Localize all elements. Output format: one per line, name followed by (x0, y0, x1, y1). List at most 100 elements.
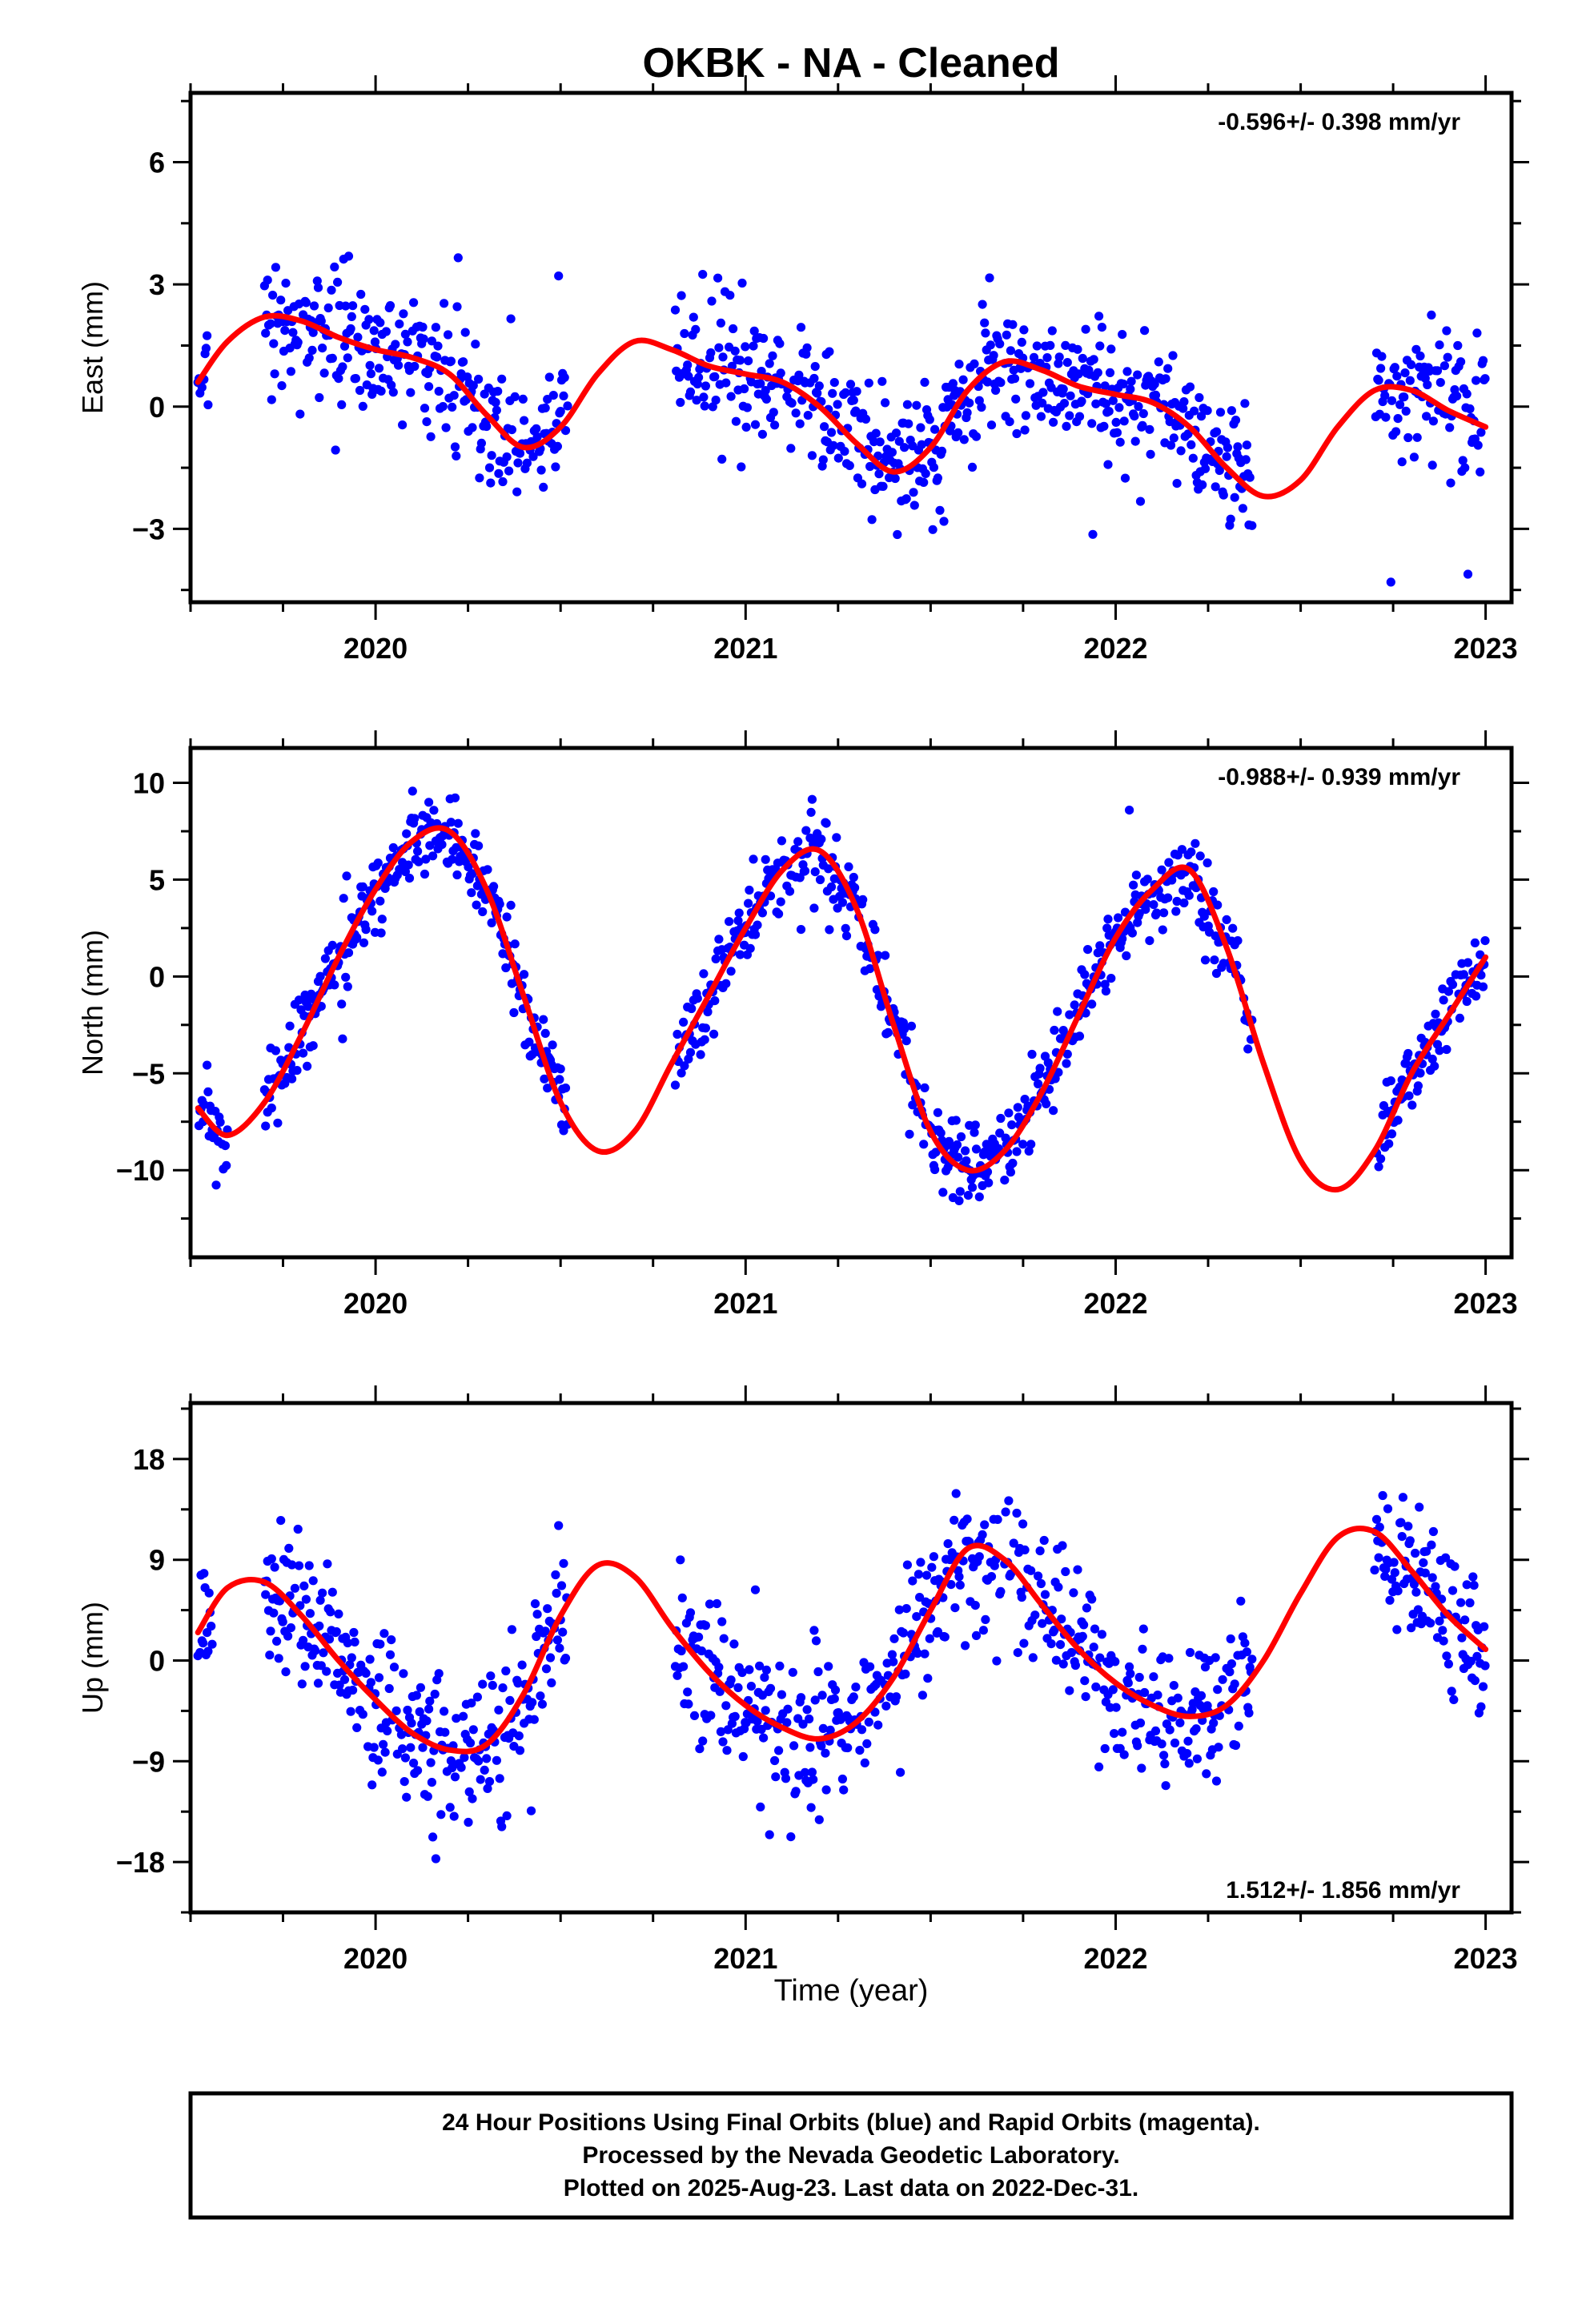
east-x-tick-label: 2020 (343, 632, 408, 665)
data-point (436, 1810, 446, 1819)
data-point (829, 440, 838, 450)
data-point (1468, 1572, 1478, 1582)
data-point (1202, 1769, 1211, 1779)
data-point (544, 372, 554, 382)
data-point (319, 1648, 328, 1658)
data-point (1476, 1702, 1486, 1711)
data-point (761, 386, 770, 396)
data-point (331, 1626, 341, 1637)
data-point (733, 1683, 743, 1692)
data-point (1374, 1162, 1383, 1172)
data-point (301, 298, 311, 308)
data-point (560, 426, 571, 436)
data-point (1389, 1558, 1399, 1567)
data-point (377, 915, 387, 924)
data-point (383, 1726, 392, 1735)
data-point (916, 1558, 926, 1567)
data-point (1218, 1675, 1227, 1684)
data-point (1069, 1588, 1078, 1598)
data-point (475, 473, 484, 483)
data-point (1459, 970, 1468, 979)
data-point (375, 896, 385, 906)
data-point (768, 351, 777, 360)
data-point (1087, 419, 1097, 428)
data-point (814, 381, 824, 391)
data-point (352, 933, 362, 943)
data-point (1118, 379, 1128, 389)
data-point (472, 900, 481, 910)
data-point (478, 907, 488, 917)
data-point (1472, 328, 1482, 338)
data-point (958, 375, 968, 384)
data-point (986, 420, 997, 430)
data-point (950, 1515, 959, 1525)
data-point (486, 478, 496, 488)
data-point (756, 1802, 765, 1811)
data-point (1149, 1672, 1158, 1682)
data-point (920, 1083, 930, 1092)
data-point (1088, 529, 1098, 539)
data-point (961, 1146, 970, 1156)
data-point (757, 429, 768, 439)
up-y-axis-title: Up (mm) (76, 1602, 109, 1714)
data-point (478, 1679, 488, 1689)
data-point (486, 1671, 496, 1681)
data-point (1233, 936, 1243, 946)
data-point (1227, 1659, 1236, 1669)
data-point (896, 1767, 905, 1777)
data-point (1178, 404, 1188, 413)
data-point (981, 328, 990, 338)
data-point (1050, 1025, 1059, 1035)
data-point (1407, 1100, 1417, 1110)
data-point (1376, 1154, 1386, 1164)
data-point (881, 1701, 891, 1711)
data-point (810, 867, 820, 877)
data-point (1381, 412, 1391, 422)
data-point (342, 871, 351, 881)
data-point (776, 368, 785, 378)
data-point (1480, 374, 1490, 384)
data-point (1070, 1660, 1080, 1671)
data-point (1054, 1068, 1063, 1077)
data-point (809, 373, 819, 384)
data-point (1100, 381, 1110, 391)
data-point (725, 917, 734, 927)
data-point (878, 481, 888, 492)
data-point (554, 271, 564, 281)
data-point (269, 339, 279, 348)
data-point (201, 344, 211, 353)
data-point (1040, 1590, 1050, 1599)
data-point (1115, 437, 1125, 447)
data-point (927, 1562, 937, 1572)
data-point (749, 326, 759, 336)
data-point (1447, 1687, 1456, 1696)
up-points (193, 1489, 1490, 1864)
north-x-tick-label: 2021 (713, 1287, 777, 1320)
data-point (375, 1639, 385, 1649)
data-point (522, 458, 532, 468)
data-point (1401, 406, 1411, 416)
data-point (532, 1631, 541, 1642)
data-point (285, 1021, 295, 1031)
data-point (353, 332, 363, 342)
data-point (798, 1719, 808, 1729)
data-point (1145, 936, 1154, 946)
data-point (1106, 344, 1116, 354)
data-point (1211, 1653, 1220, 1663)
data-point (809, 1775, 818, 1784)
data-point (692, 396, 701, 405)
data-point (303, 1061, 312, 1071)
footer-frame (188, 2091, 1514, 2220)
data-point (388, 842, 398, 853)
data-point (721, 378, 731, 388)
data-point (887, 448, 897, 457)
data-point (359, 938, 369, 947)
data-point (1158, 925, 1167, 935)
up-y-tick-label: 18 (133, 1443, 165, 1476)
data-point (1383, 1504, 1393, 1514)
data-point (408, 1759, 419, 1768)
data-point (327, 353, 337, 363)
data-point (1191, 838, 1200, 848)
data-point (1375, 1522, 1384, 1532)
